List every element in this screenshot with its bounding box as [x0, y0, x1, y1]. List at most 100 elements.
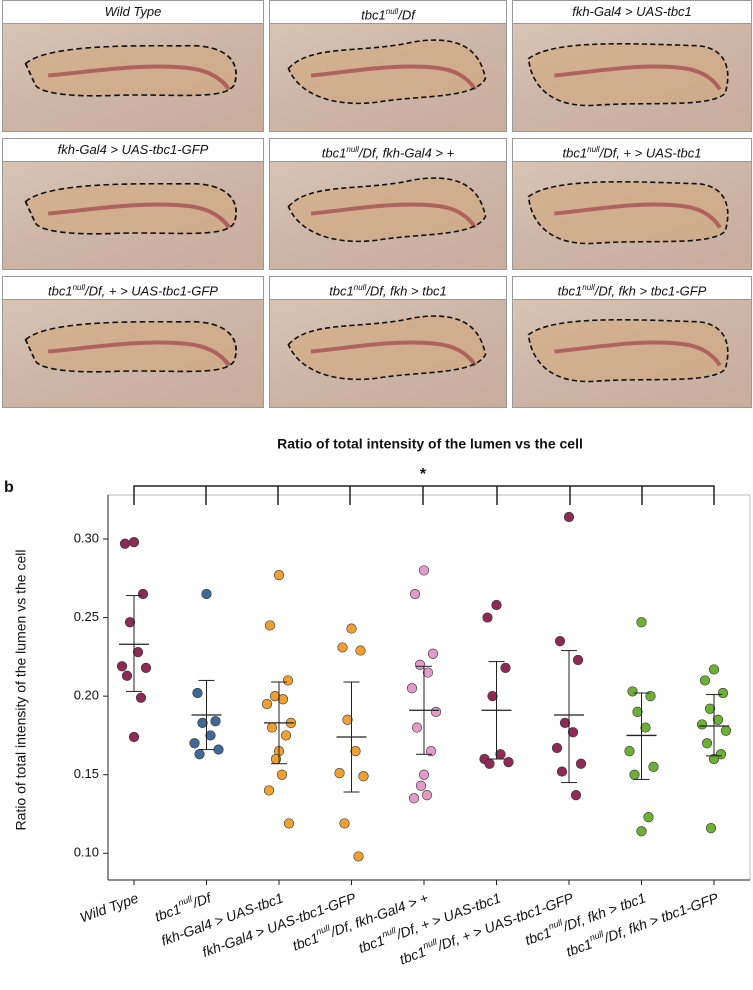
data-point: [408, 793, 420, 804]
data-point: [264, 620, 276, 631]
lumen: [310, 202, 477, 229]
data-point: [418, 565, 430, 576]
x-tick-label: Wild Type: [77, 889, 140, 925]
data-point: [712, 714, 724, 725]
gland: [25, 45, 237, 96]
label-text: tbc1: [329, 283, 354, 299]
data-point: [636, 826, 647, 837]
data-point: [339, 818, 350, 829]
data-point: [205, 730, 216, 741]
data-point: [409, 588, 421, 600]
data-point: [487, 691, 498, 702]
data-point: [128, 731, 140, 743]
data-point: [342, 714, 353, 725]
data-point: [572, 654, 584, 666]
data-point: [482, 612, 493, 623]
micrograph: [513, 300, 751, 407]
label-superscript: null: [72, 283, 86, 292]
label-superscript: null: [582, 283, 595, 292]
data-point: [132, 647, 144, 658]
panel-letter: b: [4, 479, 14, 496]
data-point: [554, 636, 566, 647]
outline: [24, 182, 237, 235]
outline: [527, 181, 729, 245]
panel-label: tbc1null/Df, + > UAS-tbc1-GFP: [3, 277, 263, 300]
label-superscript: null: [353, 283, 367, 292]
image-panel: tbc1null/Df, fkh > tbc1: [269, 276, 507, 408]
micrograph-drawing: [527, 181, 729, 245]
data-point: [189, 738, 200, 749]
lumen: [47, 202, 232, 229]
label-text: tbc1: [361, 7, 386, 23]
data-point: [645, 691, 656, 702]
data-point: [124, 617, 136, 628]
data-point: [213, 744, 224, 755]
lumen: [310, 64, 477, 91]
data-point: [137, 588, 149, 600]
data-point: [699, 675, 711, 686]
micrograph: [513, 24, 751, 131]
image-panel: fkh-Gal4 > UAS-tbc1: [512, 0, 752, 132]
significance-annotation: *: [420, 466, 427, 483]
label-text: /Df: [190, 889, 215, 911]
data-point: [128, 537, 140, 548]
data-point: [415, 780, 427, 791]
lumen: [47, 64, 232, 91]
lumen: [47, 340, 232, 367]
data-point: [273, 570, 285, 581]
data-point: [421, 790, 433, 801]
data-point: [551, 742, 563, 754]
data-point: [135, 692, 147, 703]
micrograph-drawing: [24, 182, 237, 235]
panel-label: tbc1null/Df, fkh > tbc1: [270, 277, 506, 300]
data-point: [283, 818, 295, 829]
data-point: [119, 538, 131, 549]
micrograph-drawing: [527, 43, 729, 107]
panel-label: tbc1null/Df: [270, 1, 506, 24]
micrograph-drawing: [287, 315, 487, 381]
data-point: [427, 648, 439, 659]
panel-label: fkh-Gal4 > UAS-tbc1: [513, 1, 751, 24]
data-point: [355, 645, 366, 656]
data-point: [640, 722, 651, 733]
micrograph-drawing: [24, 320, 237, 373]
y-tick-label: 0.20: [74, 688, 99, 703]
label-superscript: null: [587, 145, 600, 154]
data-point: [121, 670, 133, 681]
data-point: [282, 675, 294, 686]
outline: [287, 315, 487, 381]
micrograph-drawing: [24, 44, 237, 97]
data-point: [717, 687, 729, 699]
label-superscript: null: [346, 145, 359, 154]
panel-label: tbc1null/Df, fkh-Gal4 > +: [270, 139, 506, 162]
data-point: [406, 683, 418, 694]
data-point: [648, 761, 659, 772]
image-panel: tbc1null/Df, + > UAS-tbc1-GFP: [2, 276, 264, 408]
y-tick-label: 0.30: [74, 530, 99, 545]
panel-label: tbc1null/Df, + > UAS-tbc1: [513, 139, 751, 162]
data-point: [708, 664, 720, 675]
image-panel: tbc1null/Df, + > UAS-tbc1: [512, 138, 752, 270]
y-axis-label: Ratio of total intensity of the lumen vs…: [13, 550, 29, 831]
gland: [288, 178, 486, 242]
plot-frame: [107, 494, 751, 881]
micrograph: [513, 162, 751, 269]
data-point: [350, 746, 361, 757]
y-tick-label: 0.10: [74, 845, 99, 860]
label-text: fkh-Gal4 > UAS-tbc1: [572, 4, 692, 19]
data-point: [715, 749, 727, 760]
label-text: tbc1: [557, 283, 583, 299]
gland: [25, 183, 237, 234]
data-point: [358, 771, 369, 782]
data-point: [422, 667, 434, 678]
lumen: [554, 202, 722, 229]
data-point: [116, 661, 128, 672]
panel-label: fkh-Gal4 > UAS-tbc1-GFP: [3, 139, 263, 162]
data-point: [696, 719, 708, 730]
outline: [24, 320, 237, 373]
data-point: [346, 623, 357, 634]
data-point: [194, 749, 205, 760]
y-tick-label: 0.15: [74, 766, 99, 781]
label-text: /Df: [398, 7, 415, 23]
